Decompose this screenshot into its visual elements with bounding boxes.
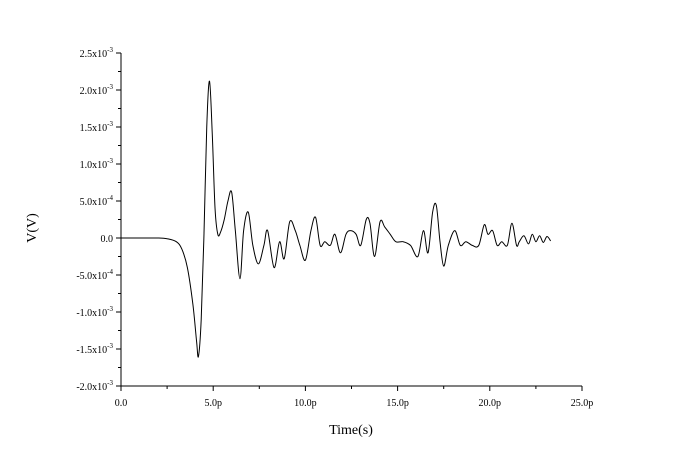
y-tick-exponent: -3 [107,83,113,91]
y-tick-exponent: -3 [107,379,113,387]
y-tick-label: -1.5x10-3 [76,342,113,356]
y-tick-exponent: -3 [107,120,113,128]
y-tick-mantissa: -2.0x10 [76,382,107,393]
y-tick-label: 2.5x10-3 [80,46,114,60]
y-tick-mantissa: 1.0x10 [80,160,108,171]
x-tick-label: 5.0p [204,398,222,409]
y-tick-mantissa: 2.0x10 [80,86,108,97]
y-tick-mantissa: 5.0x10 [80,197,108,208]
x-axis-ticks: 0.0 5.0p 10.0p 15.0p 20.0p 25.0p [115,386,594,409]
x-tick-label: 25.0p [571,398,594,409]
x-tick-label: 10.0p [294,398,317,409]
x-tick-label: 0.0 [115,398,128,409]
y-axis-ticks: 2.5x10-32.0x10-31.5x10-31.0x10-35.0x10-4… [76,46,121,393]
x-tick-label: 15.0p [386,398,409,409]
y-tick-label: 1.5x10-3 [80,120,114,134]
y-tick-exponent: -4 [107,194,113,202]
series-line [120,80,552,358]
y-tick-mantissa: -5.0x10 [76,271,107,282]
x-tick-label: 20.0p [479,398,502,409]
y-tick-mantissa: -1.5x10 [76,345,107,356]
x-axis-title: Time(s) [329,423,373,438]
y-tick-label: -1.0x10-3 [76,305,113,319]
y-tick-label: 1.0x10-3 [80,157,114,171]
y-tick-exponent: -3 [107,46,113,54]
y-tick-label: -5.0x10-4 [76,268,113,282]
y-tick-mantissa: -1.0x10 [76,308,107,319]
y-tick-mantissa: 0.0 [101,234,114,245]
y-tick-label: 5.0x10-4 [80,194,114,208]
y-tick-label: 0.0 [101,234,114,245]
y-tick-mantissa: 2.5x10 [80,49,108,60]
y-tick-exponent: -3 [107,157,113,165]
y-tick-exponent: -3 [107,342,113,350]
y-axis-title: V(V) [25,213,40,243]
y-tick-label: -2.0x10-3 [76,379,113,393]
y-tick-label: 2.0x10-3 [80,83,114,97]
y-tick-mantissa: 1.5x10 [80,123,108,134]
y-tick-exponent: -3 [107,305,113,313]
y-tick-exponent: -4 [107,268,113,276]
